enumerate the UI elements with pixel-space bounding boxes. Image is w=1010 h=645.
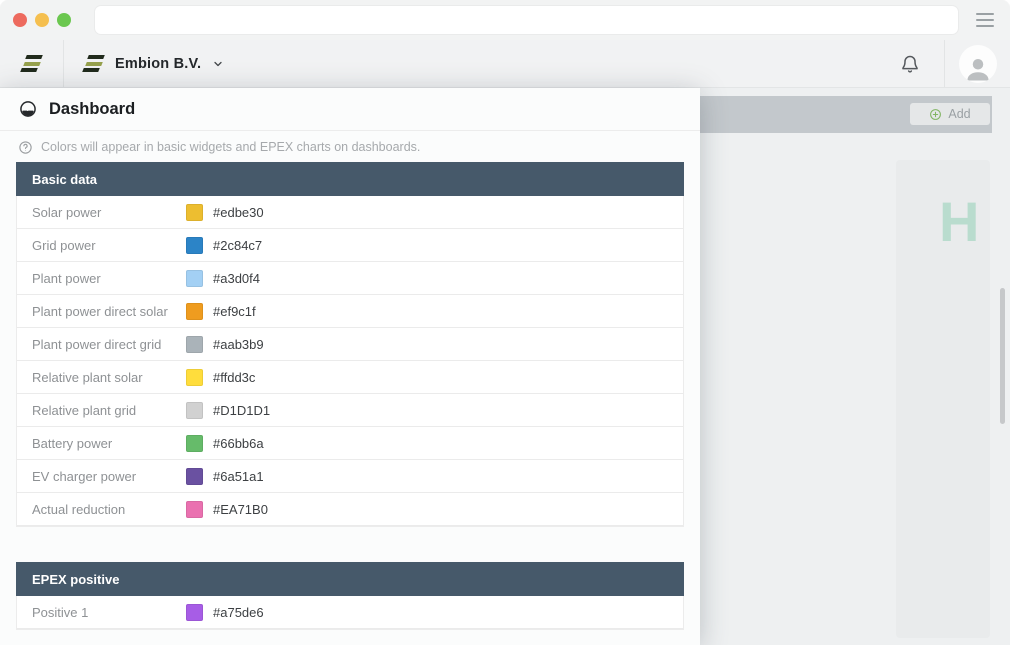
color-row-label: Plant power direct grid [32,336,162,352]
organization-name: Embion B.V. [115,55,202,72]
app-header: Embion B.V. [0,40,1010,88]
color-row-label: Relative plant grid [32,402,137,418]
embion-logo-icon [20,55,43,72]
theme-card [896,160,990,638]
embion-logo-icon [82,55,105,72]
color-swatch[interactable] [186,335,203,353]
color-swatch[interactable] [186,434,203,452]
user-menu[interactable] [944,40,1010,87]
scrollbar-thumb[interactable] [1000,288,1005,424]
maximize-window-button[interactable] [57,13,71,27]
color-row-label: Actual reduction [32,501,126,517]
modal-header: Dashboard [0,88,700,131]
chevron-down-icon [212,58,224,70]
organization-switcher[interactable]: Embion B.V. [64,55,224,72]
color-hex-value: #ef9c1f [213,303,256,319]
browser-menu-icon[interactable] [976,13,994,27]
avatar[interactable] [958,44,997,83]
section-title: EPEX positive [16,562,684,596]
color-row-label: Grid power [32,237,96,253]
color-row-label: Plant power direct solar [32,303,168,319]
hint-text: Colors will appear in basic widgets and … [41,140,421,154]
color-row: Plant power direct grid #aab3b9 [17,328,683,361]
color-hex-value: #D1D1D1 [213,402,271,418]
color-hex-value: #edbe30 [213,204,264,220]
window-controls [13,13,71,27]
home-logo-button[interactable] [0,40,64,87]
color-row: Battery power #66bb6a [17,427,683,460]
color-row: Grid power #2c84c7 [17,229,683,262]
address-bar[interactable] [95,6,958,34]
color-row-label: Plant power [32,270,101,286]
color-swatch[interactable] [186,401,203,419]
color-swatch[interactable] [186,269,203,287]
color-swatch[interactable] [186,236,203,254]
minimize-window-button[interactable] [35,13,49,27]
color-swatch[interactable] [186,302,203,320]
close-window-button[interactable] [13,13,27,27]
color-row-label: EV charger power [32,468,137,484]
notifications-bell-icon[interactable] [900,54,920,74]
plus-circle-icon [929,108,942,121]
color-swatch[interactable] [186,203,203,221]
add-theme-button[interactable]: Add [910,103,990,125]
color-hex-value: #EA71B0 [213,501,268,517]
color-row: Relative plant grid #D1D1D1 [17,394,683,427]
color-row: Plant power #a3d0f4 [17,262,683,295]
dashboard-gauge-icon [18,99,38,119]
color-row-label: Relative plant solar [32,369,143,385]
color-hex-value: #aab3b9 [213,336,264,352]
color-sections: Basic data Solar power #edbe30 Grid power #2… [0,162,700,630]
color-row: Plant power direct solar #ef9c1f [17,295,683,328]
color-hex-value: #a3d0f4 [213,270,260,286]
color-row-label: Positive 1 [32,604,89,620]
color-section: EPEX positive Positive 1 #a75de6 [16,562,684,630]
color-row-label: Solar power [32,204,102,220]
dashboard-theme-modal: Dashboard Colors will appear in basic wi… [0,88,700,645]
modal-hint: Colors will appear in basic widgets and … [0,132,700,162]
color-row: Positive 1 #a75de6 [17,596,683,629]
browser-chrome [0,0,1010,40]
person-icon [966,58,989,80]
add-button-label: Add [948,107,971,121]
section-rows: Positive 1 #a75de6 [16,596,684,630]
color-hex-value: #ffdd3c [213,369,256,385]
color-swatch[interactable] [186,467,203,485]
color-hex-value: #66bb6a [213,435,264,451]
color-swatch[interactable] [186,368,203,386]
color-row: Relative plant solar #ffdd3c [17,361,683,394]
color-hex-value: #6a51a1 [213,468,264,484]
color-swatch[interactable] [186,500,203,518]
modal-title: Dashboard [49,99,136,118]
section-title: Basic data [16,162,684,196]
color-row: Solar power #edbe30 [17,196,683,229]
color-hex-value: #a75de6 [213,604,264,620]
header-actions [900,40,1010,87]
color-row: EV charger power #6a51a1 [17,460,683,493]
section-rows: Solar power #edbe30 Grid power #2c84c7 Plant… [16,196,684,527]
theme-watermark-letter: H [939,190,980,253]
color-swatch[interactable] [186,603,203,621]
question-circle-icon [18,140,33,155]
color-row: Actual reduction #EA71B0 [17,493,683,526]
color-hex-value: #2c84c7 [213,237,263,253]
color-section: Basic data Solar power #edbe30 Grid power #2… [16,162,684,527]
app-body: NamespacesDevicesJoin requestsNotificati… [0,88,1010,645]
color-row-label: Battery power [32,435,113,451]
